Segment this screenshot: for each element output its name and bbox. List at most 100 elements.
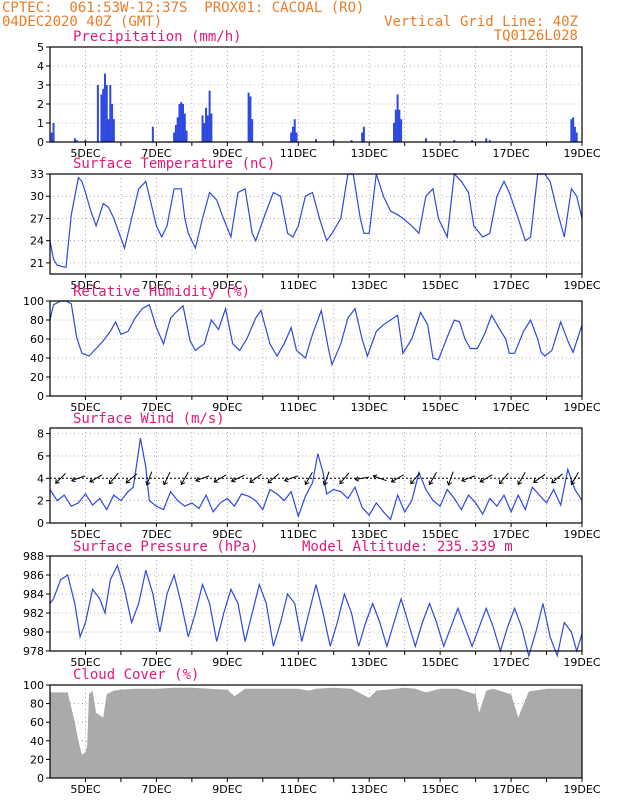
precip-bar: [570, 119, 573, 142]
y-tick-label: 6: [37, 450, 44, 463]
precip-bar: [173, 132, 176, 142]
x-tick-label: 15DEC: [422, 656, 459, 669]
wind-vector: [410, 472, 421, 484]
y-tick-label: 20: [30, 753, 44, 766]
x-tick-label: 11DEC: [280, 528, 317, 541]
wind-vector: [551, 473, 563, 484]
wind-vector: [429, 471, 437, 485]
x-tick-label: 5DEC: [70, 279, 100, 292]
wind-vector: [499, 472, 509, 484]
wind-vector: [517, 471, 526, 485]
wind-vector-head: [283, 477, 289, 483]
panel-title-4: Surface Wind (m/s): [73, 411, 225, 427]
x-tick-label: 5DEC: [70, 401, 100, 414]
precip-bar: [205, 107, 208, 142]
wind-vector: [304, 471, 313, 485]
wind-vector: [355, 476, 370, 481]
y-tick-label: 33: [30, 168, 44, 181]
run-date: 04DEC2020 40Z (GMT): [2, 14, 163, 30]
precip-bar: [203, 123, 206, 142]
wind-vector-head: [354, 476, 360, 482]
y-tick-label: 2: [37, 98, 44, 111]
x-tick-label: 19DEC: [563, 401, 600, 414]
x-tick-label: 15DEC: [422, 401, 459, 414]
y-tick-label: 988: [23, 550, 44, 563]
panel-frame: [49, 46, 583, 143]
wind-vector: [461, 475, 476, 482]
series-line-3: [49, 300, 583, 367]
precip-bar: [396, 94, 399, 142]
wind-vector: [146, 471, 153, 486]
series-line-4: [49, 437, 583, 521]
precip-bar: [102, 88, 105, 142]
precip-bar: [208, 90, 211, 142]
precip-bar: [52, 123, 55, 142]
y-tick-label: 3: [37, 79, 44, 92]
wind-vector: [125, 473, 138, 484]
wind-vector-head: [195, 477, 200, 483]
wind-vector-head: [339, 479, 344, 485]
x-tick-label: 17DEC: [493, 783, 530, 796]
product-code: TQ0126L028: [493, 28, 578, 44]
precip-bar: [393, 123, 396, 142]
x-tick-label: 15DEC: [422, 147, 459, 160]
y-tick-label: 2: [37, 495, 44, 508]
panel-frame: [49, 300, 583, 397]
x-tick-label: 15DEC: [422, 783, 459, 796]
precip-bar: [394, 109, 397, 142]
precip-bar: [290, 132, 293, 142]
wind-vector-head: [498, 479, 504, 485]
panel-frame: [49, 684, 583, 779]
precip-bar: [185, 130, 188, 142]
precip-bar: [291, 126, 294, 142]
precip-bar: [176, 117, 179, 142]
y-tick-label: 984: [23, 588, 44, 601]
x-tick-label: 15DEC: [422, 528, 459, 541]
wind-vector-head: [89, 477, 95, 483]
precip-bar: [182, 104, 184, 142]
wind-vector: [339, 472, 350, 484]
x-tick-label: 9DEC: [212, 147, 242, 160]
x-tick-label: 11DEC: [280, 279, 317, 292]
x-tick-label: 5DEC: [70, 147, 100, 160]
precip-bar: [183, 113, 186, 142]
y-tick-label: 978: [23, 645, 44, 658]
panel-title-5: Surface Pressure (hPa): [73, 539, 258, 555]
panel-title-2: Surface Temperature (nC): [73, 156, 275, 172]
model-altitude-label: Model Altitude: 235.339 m: [302, 539, 513, 555]
precip-bar: [96, 85, 99, 142]
x-tick-label: 9DEC: [212, 656, 242, 669]
precip-bar: [485, 138, 488, 142]
precip-bar: [201, 115, 204, 142]
precip-bar: [84, 140, 87, 142]
precip-bar: [453, 140, 456, 142]
precip-bar: [471, 140, 474, 142]
wind-vector: [180, 471, 189, 485]
x-tick-label: 13DEC: [351, 147, 388, 160]
x-tick-label: 11DEC: [280, 783, 317, 796]
y-tick-label: 0: [37, 390, 44, 403]
x-tick-label: 9DEC: [212, 528, 242, 541]
x-tick-label: 17DEC: [493, 147, 530, 160]
x-tick-label: 5DEC: [70, 528, 100, 541]
x-tick-label: 13DEC: [351, 401, 388, 414]
precip-bar: [180, 102, 183, 142]
station-header: CPTEC: 061:53W-12:37S PROX01: CACOAL (RO…: [2, 0, 365, 16]
x-tick-label: 11DEC: [280, 656, 317, 669]
wind-vector-head: [125, 478, 131, 484]
precip-bar: [151, 126, 154, 142]
x-tick-label: 19DEC: [563, 279, 600, 292]
y-tick-label: 0: [37, 772, 44, 785]
x-tick-label: 7DEC: [141, 528, 171, 541]
wind-vector: [195, 475, 210, 482]
y-tick-label: 4: [37, 472, 44, 485]
y-tick-label: 80: [30, 314, 44, 327]
wind-vector-head: [446, 480, 452, 486]
y-tick-label: 100: [23, 295, 44, 308]
wind-vector-head: [180, 480, 186, 486]
wind-vector-head: [517, 480, 523, 486]
wind-vector: [231, 474, 245, 482]
x-tick-label: 11DEC: [280, 147, 317, 160]
wind-vector-head: [108, 479, 114, 485]
y-tick-label: 100: [23, 679, 44, 692]
